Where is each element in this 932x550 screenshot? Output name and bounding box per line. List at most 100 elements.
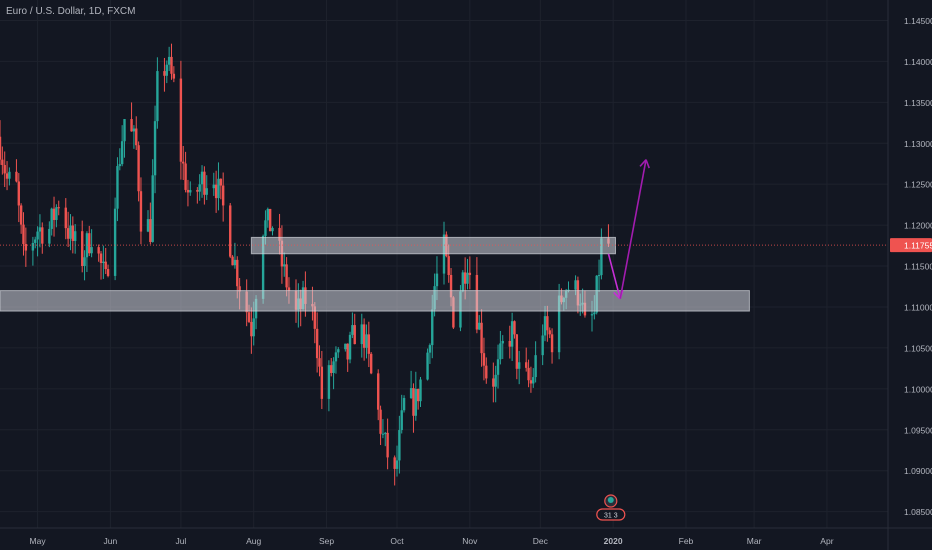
candle-body: [24, 244, 28, 251]
candle: [428, 343, 432, 364]
candle-body: [510, 321, 514, 347]
candle-body: [593, 312, 596, 315]
candle-body: [287, 287, 291, 291]
candle: [200, 165, 204, 198]
event-avatar-dot: [607, 497, 614, 503]
candle: [55, 204, 58, 228]
candle-body: [416, 389, 420, 402]
candle-body: [517, 362, 521, 369]
candle: [541, 324, 544, 366]
candle: [212, 172, 215, 196]
candle-body: [238, 286, 241, 292]
candle-body: [0, 136, 2, 160]
price-tick-label: 1.09500: [904, 425, 932, 435]
candle: [22, 212, 25, 256]
candle-body: [38, 227, 42, 232]
candle: [36, 226, 39, 257]
candle-body: [71, 225, 75, 241]
candle: [184, 151, 187, 193]
candle: [172, 66, 176, 83]
candle-body: [353, 325, 356, 345]
candle-body: [22, 224, 25, 245]
candle: [52, 196, 56, 237]
candle: [163, 57, 166, 92]
candle-body: [508, 340, 511, 347]
candle: [50, 207, 53, 236]
candle-body: [156, 71, 159, 122]
candle-body: [102, 261, 105, 264]
candle-body: [17, 181, 20, 206]
candle-body: [229, 205, 232, 257]
candle: [320, 350, 324, 410]
candle-body: [485, 365, 488, 379]
candle-body: [153, 121, 157, 176]
candle: [69, 214, 72, 251]
candle-body: [116, 166, 119, 209]
candle: [525, 347, 528, 372]
candle-body: [482, 353, 486, 366]
candle: [412, 383, 415, 433]
candle-body: [337, 349, 340, 353]
candle-body: [409, 388, 413, 399]
candle-body: [320, 366, 324, 399]
candle-body: [346, 343, 349, 360]
candle-body: [184, 163, 187, 190]
time-tick-label: 2020: [604, 536, 623, 546]
candle: [492, 362, 495, 403]
candle-body: [88, 233, 91, 254]
candle: [165, 60, 168, 84]
candle: [3, 151, 6, 188]
candle: [386, 418, 389, 470]
candle: [485, 357, 488, 384]
candle-body: [214, 184, 218, 199]
candle-body: [151, 175, 154, 242]
projection-down-arrow-shaft: [607, 253, 621, 299]
candle: [426, 348, 429, 381]
candle: [482, 337, 486, 381]
candle: [318, 345, 321, 377]
candle-body: [398, 430, 401, 461]
candle: [130, 102, 133, 132]
last-price-label: 1.11755: [904, 241, 932, 251]
candle-body: [532, 377, 535, 384]
candle: [365, 324, 368, 359]
candle: [379, 405, 382, 445]
candle-body: [492, 378, 495, 387]
candle: [139, 177, 143, 245]
candle: [189, 181, 192, 196]
candle-body: [64, 207, 67, 229]
candle: [480, 309, 483, 367]
candle-body: [123, 119, 126, 142]
projection-up-arrow: [619, 159, 650, 299]
events-badge[interactable]: 31 3: [596, 494, 626, 521]
candle-body: [167, 56, 171, 65]
candle: [106, 264, 110, 278]
candle: [132, 125, 136, 149]
price-tick-label: 1.08500: [904, 507, 932, 517]
candle: [24, 227, 28, 267]
candle-body: [36, 231, 39, 240]
candle: [88, 225, 91, 257]
resistance-zone: [250, 236, 616, 255]
candle: [123, 118, 126, 158]
candle-body: [81, 231, 84, 267]
price-tick-label: 1.12000: [904, 221, 932, 231]
candle-body: [393, 457, 396, 469]
candle-body: [5, 173, 9, 179]
candle: [64, 198, 67, 240]
candle-body: [233, 259, 237, 266]
candle: [527, 359, 530, 388]
candle-body: [377, 373, 380, 410]
candle: [113, 197, 117, 281]
candle: [353, 313, 356, 345]
candle: [534, 341, 537, 383]
candle: [198, 174, 201, 201]
candle-body: [496, 359, 500, 375]
candle: [517, 350, 521, 385]
candle: [17, 173, 20, 223]
projection-up-arrow-head: [645, 159, 650, 169]
candle: [48, 221, 51, 248]
candle-body: [494, 374, 497, 387]
candle-body: [332, 361, 335, 373]
